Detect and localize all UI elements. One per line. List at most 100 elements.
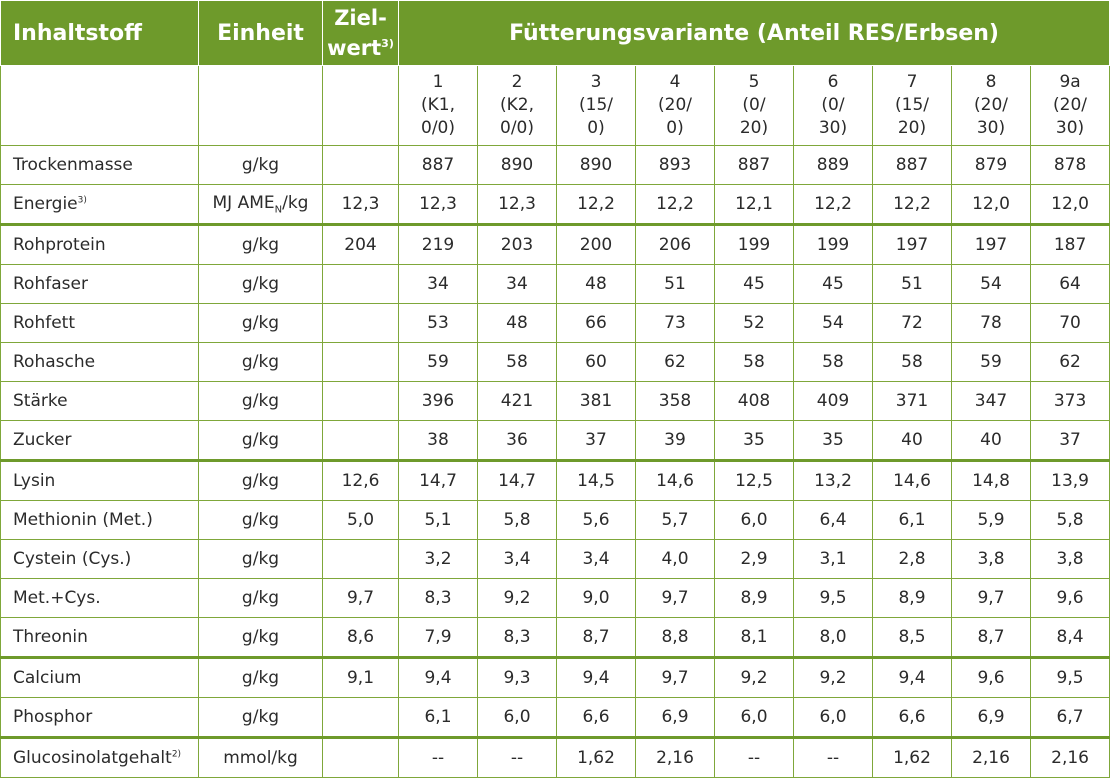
value-cell: 12,2	[793, 184, 873, 226]
row-unit-text: g/kg	[241, 352, 280, 372]
row-name-text: Rohfett	[13, 313, 75, 333]
value-cell: --	[714, 737, 794, 778]
value-cell: 14,6	[872, 460, 952, 501]
value-cell: 62	[635, 342, 715, 382]
value-cell: 396	[398, 381, 478, 421]
row-target: 8,6	[322, 617, 399, 659]
value-cell: 890	[556, 145, 636, 185]
variant-header-cell: 7 (15/20)	[872, 65, 952, 146]
table-row: Rohfaser g/kg 34 34 48 51 45 45 51 54 64	[0, 264, 1110, 304]
value-cell: 9,2	[793, 657, 873, 698]
row-unit: g/kg	[198, 342, 323, 382]
value-cell: 34	[477, 264, 557, 304]
variant-label-line: 0/0)	[421, 118, 455, 138]
row-target	[322, 342, 399, 382]
value-cell: 8,8	[635, 617, 715, 659]
row-name: Lysin	[0, 460, 199, 501]
value-cell: 890	[477, 145, 557, 185]
value-cell: 373	[1029, 381, 1110, 421]
header-variants: Fütterungsvariante (Anteil RES/Erbsen)	[397, 0, 1110, 66]
header-target: Ziel-wert3)	[322, 0, 399, 66]
value-cell: 408	[714, 381, 794, 421]
row-name: Stärke	[0, 381, 199, 421]
value-cell: 2,16	[951, 737, 1031, 778]
variant-label-line: (0/	[821, 95, 845, 115]
row-name-text: Zucker	[13, 430, 72, 450]
variant-label-line: 0)	[587, 118, 605, 138]
value-cell: 6,0	[714, 500, 794, 540]
variant-label-line: 20)	[897, 118, 927, 138]
row-name: Rohasche	[0, 342, 199, 382]
value-cell: 58	[793, 342, 873, 382]
value-cell: 879	[951, 145, 1031, 185]
row-unit: MJ AMEN/kg	[198, 184, 323, 226]
row-unit-text: g/kg	[241, 627, 280, 647]
value-cell: 3,4	[556, 539, 636, 579]
value-cell: 8,4	[1029, 617, 1110, 659]
value-cell: 51	[635, 264, 715, 304]
value-cell: 12,2	[556, 184, 636, 226]
row-unit-text: g/kg	[241, 471, 280, 491]
value-cell: 6,4	[793, 500, 873, 540]
value-cell: 187	[1029, 224, 1110, 265]
value-cell: 206	[635, 224, 715, 265]
value-cell: 12,1	[714, 184, 794, 226]
value-cell: 199	[793, 224, 873, 265]
header-unit: Einheit	[198, 0, 323, 66]
variant-header-cell: 2 (K2, 0/0)	[477, 65, 557, 146]
value-cell: 878	[1029, 145, 1110, 185]
value-cell: 1,62	[872, 737, 952, 778]
value-cell: 197	[951, 224, 1031, 265]
row-name: Methionin (Met.)	[0, 500, 199, 540]
value-cell: 9,3	[477, 657, 557, 698]
value-cell: 7,9	[398, 617, 478, 659]
value-cell: 6,6	[872, 697, 952, 739]
variant-header-cell: 8 (20/30)	[951, 65, 1031, 146]
value-cell: 5,8	[1029, 500, 1110, 540]
value-cell: 9,4	[556, 657, 636, 698]
value-cell: 381	[556, 381, 636, 421]
value-cell: 8,9	[872, 578, 952, 618]
header-row: Inhaltstoff Einheit Ziel-wert3) Fütterun…	[0, 0, 1110, 66]
variant-label-line: 1	[432, 72, 444, 92]
value-cell: 72	[872, 303, 952, 343]
variant-header-cell: 4 (20/0)	[635, 65, 715, 146]
row-unit: g/kg	[198, 500, 323, 540]
row-target: 5,0	[322, 500, 399, 540]
table-row: Zucker g/kg 38 36 37 39 35 35 40 40 37	[0, 420, 1110, 462]
value-cell: --	[793, 737, 873, 778]
row-target: 204	[322, 224, 399, 265]
value-cell: 347	[951, 381, 1031, 421]
row-unit: g/kg	[198, 303, 323, 343]
value-cell: 5,7	[635, 500, 715, 540]
variant-label-line: 3	[590, 72, 602, 92]
value-cell: 9,4	[872, 657, 952, 698]
value-cell: 358	[635, 381, 715, 421]
value-cell: 5,9	[951, 500, 1031, 540]
row-unit-text: g/kg	[241, 668, 280, 688]
value-cell: 8,3	[398, 578, 478, 618]
table-row: Trockenmasse g/kg 887 890 890 893 887 889 887 879…	[0, 145, 1110, 185]
value-cell: 39	[635, 420, 715, 462]
row-name: Calcium	[0, 657, 199, 698]
value-cell: 34	[398, 264, 478, 304]
value-cell: 48	[556, 264, 636, 304]
table-row: Threonin g/kg 8,6 7,9 8,3 8,7 8,8 8,1 8,0 8,5 8,7 8…	[0, 617, 1110, 659]
value-cell: 54	[951, 264, 1031, 304]
value-cell: 9,0	[556, 578, 636, 618]
value-cell: 13,9	[1029, 460, 1110, 501]
value-cell: 58	[714, 342, 794, 382]
row-name-text: Stärke	[13, 391, 68, 411]
value-cell: 60	[556, 342, 636, 382]
value-cell: 9,6	[1029, 578, 1110, 618]
row-unit-text: g/kg	[241, 707, 280, 727]
value-cell: 12,2	[635, 184, 715, 226]
value-cell: 8,7	[556, 617, 636, 659]
value-cell: 38	[398, 420, 478, 462]
value-cell: 887	[398, 145, 478, 185]
row-unit: g/kg	[198, 657, 323, 698]
variant-label-line: (20/	[658, 95, 692, 115]
table-row: Calcium g/kg 9,1 9,4 9,3 9,4 9,7 9,2 9,2 9,4 9,6 9,…	[0, 657, 1110, 698]
row-name: Energie3)	[0, 184, 199, 226]
